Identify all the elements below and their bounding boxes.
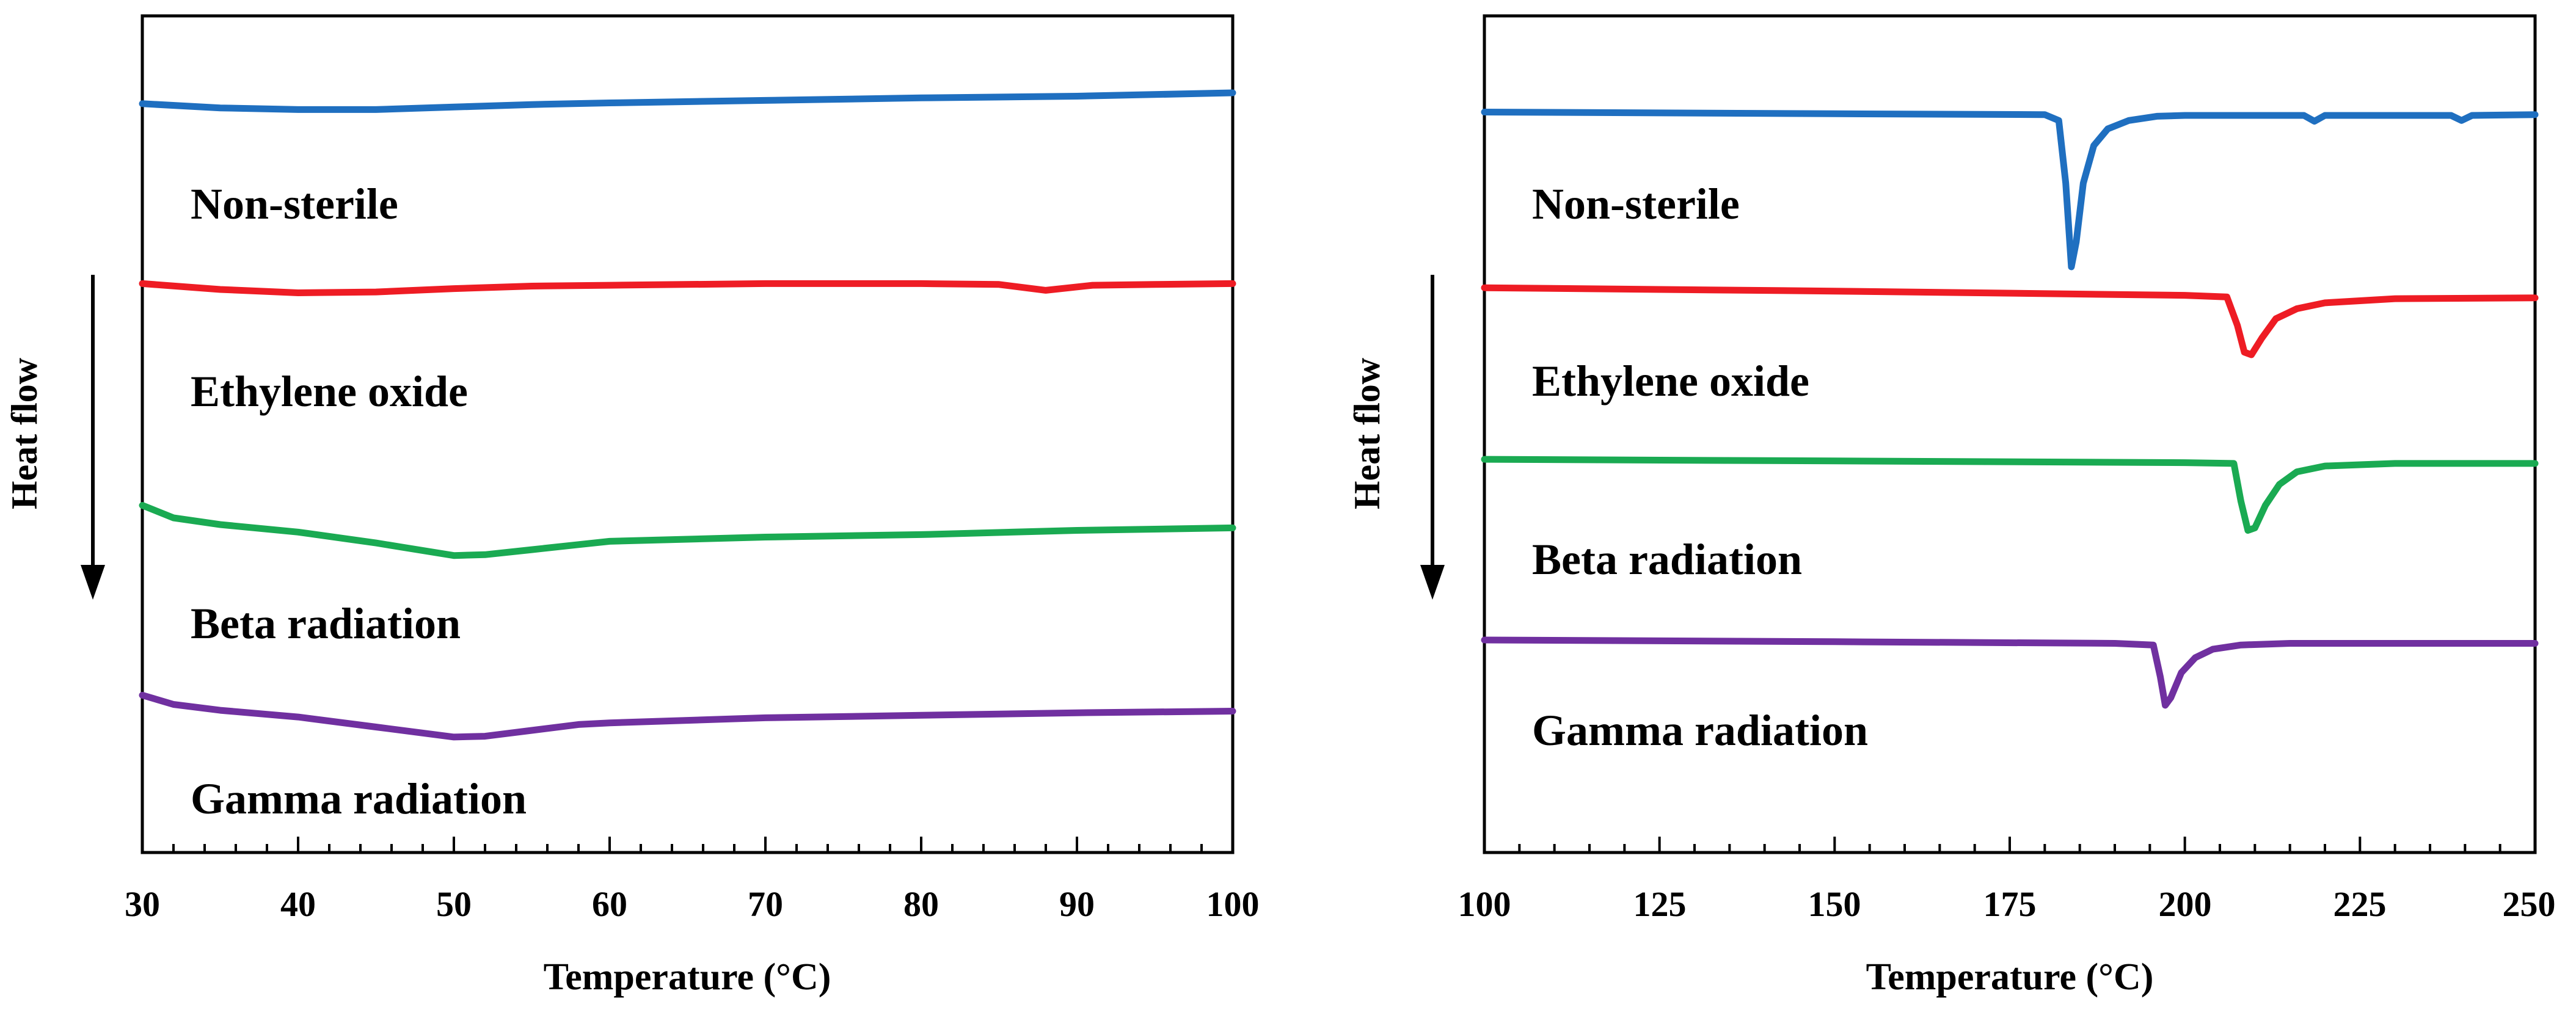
x-tick-label: 50 [436, 884, 472, 924]
x-axis-ticks [141, 837, 1234, 853]
right-chart-panel: 100 125 150 175 200 225 250 Temperature … [1347, 14, 2556, 998]
y-axis-title: Heat flow [4, 357, 45, 509]
x-tick-label: 100 [1206, 884, 1260, 924]
x-tick-label: 40 [280, 884, 316, 924]
series-label-beta-radiation: Beta radiation [191, 599, 461, 648]
series-layer [1481, 109, 2539, 709]
series-label-non-sterile: Non-sterile [191, 180, 398, 228]
x-axis-title: Temperature (°C) [1866, 956, 2154, 998]
x-tick-labels: 100 125 150 175 200 225 250 [1458, 884, 2556, 924]
series-label-ethylene-oxide: Ethylene oxide [1532, 357, 1809, 405]
x-tick-labels: 30 40 50 60 70 80 90 100 [125, 884, 1260, 924]
x-tick-label: 70 [748, 884, 783, 924]
heat-flow-arrow [1420, 275, 1445, 600]
series-line-beta-radiation [139, 502, 1236, 559]
series-line-non-sterile [139, 89, 1236, 113]
x-tick-label: 90 [1059, 884, 1095, 924]
series-label-gamma-radiation: Gamma radiation [191, 774, 527, 823]
series-line-beta-radiation [1481, 456, 2539, 534]
series-line-gamma-radiation [1481, 636, 2539, 709]
x-tick-label: 60 [592, 884, 627, 924]
left-chart-panel: 30 40 50 60 70 80 90 100 Temperature (°C… [4, 14, 1260, 998]
series-label-ethylene-oxide: Ethylene oxide [191, 367, 468, 416]
x-tick-label: 30 [125, 884, 160, 924]
series-labels: Non-sterile Ethylene oxide Beta radiatio… [1532, 180, 1868, 755]
y-axis-title: Heat flow [1347, 357, 1387, 509]
x-tick-label: 250 [2503, 884, 2556, 924]
series-line-gamma-radiation [139, 691, 1236, 741]
series-label-beta-radiation: Beta radiation [1532, 535, 1802, 584]
x-tick-label: 175 [1983, 884, 2037, 924]
x-tick-label: 125 [1633, 884, 1687, 924]
x-tick-label: 100 [1458, 884, 1511, 924]
plot-frame [140, 14, 1235, 854]
x-tick-label: 150 [1808, 884, 1861, 924]
series-line-ethylene-oxide [139, 280, 1236, 296]
x-tick-label: 80 [903, 884, 939, 924]
heat-flow-arrow [81, 275, 105, 600]
series-line-non-sterile [1481, 109, 2539, 271]
series-layer [139, 89, 1236, 741]
series-labels: Non-sterile Ethylene oxide Beta radiatio… [191, 180, 527, 823]
series-line-ethylene-oxide [1481, 284, 2539, 358]
series-label-non-sterile: Non-sterile [1532, 180, 1740, 228]
x-axis-ticks [1483, 837, 2536, 853]
x-tick-label: 200 [2159, 884, 2212, 924]
x-axis-title: Temperature (°C) [544, 956, 831, 998]
x-tick-label: 225 [2333, 884, 2387, 924]
series-label-gamma-radiation: Gamma radiation [1532, 706, 1868, 755]
